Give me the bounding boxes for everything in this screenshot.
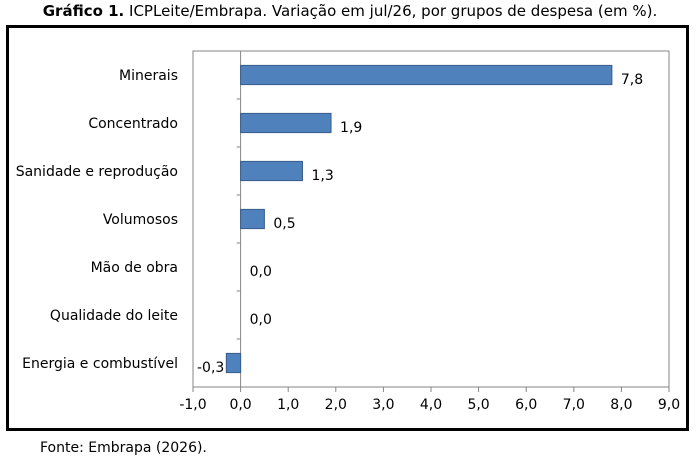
- x-tick-label: 3,0: [372, 397, 394, 413]
- value-label: 0,0: [250, 312, 272, 328]
- chart-title-text: ICPLeite/Embrapa. Variação em jul/26, po…: [124, 2, 658, 20]
- x-tick-label: 5,0: [467, 397, 489, 413]
- category-label: Concentrado: [88, 116, 178, 132]
- source-note: Fonte: Embrapa (2026).: [40, 440, 207, 456]
- bar: [240, 112, 332, 134]
- value-label: 7,8: [621, 72, 643, 88]
- x-tick-label: 6,0: [515, 397, 537, 413]
- x-tick-label: 8,0: [610, 397, 632, 413]
- bar: [225, 352, 242, 374]
- value-label: 0,0: [250, 264, 272, 280]
- value-label: -0,3: [197, 360, 224, 376]
- x-tick-label: 7,0: [563, 397, 585, 413]
- category-label: Energia e combustível: [22, 356, 178, 372]
- category-label: Mão de obra: [91, 260, 178, 276]
- category-label: Qualidade do leite: [50, 308, 178, 324]
- category-label: Sanidade e reprodução: [16, 164, 178, 180]
- category-label: Volumosos: [103, 212, 178, 228]
- chart-title: Gráfico 1. ICPLeite/Embrapa. Variação em…: [0, 2, 700, 20]
- value-label: 1,9: [340, 120, 362, 136]
- x-tick-label: 2,0: [325, 397, 347, 413]
- x-tick-label: 9,0: [658, 397, 680, 413]
- x-tick-label: 0,0: [229, 397, 251, 413]
- value-label: 0,5: [273, 216, 295, 232]
- x-tick-label: 4,0: [420, 397, 442, 413]
- bar: [240, 64, 613, 86]
- chart-title-prefix: Gráfico 1.: [42, 2, 125, 20]
- bar: [240, 160, 303, 182]
- x-tick-label: 1,0: [277, 397, 299, 413]
- bar: [240, 208, 265, 230]
- x-tick-label: -1,0: [179, 397, 206, 413]
- category-label: Minerais: [119, 68, 178, 84]
- value-label: 1,3: [311, 168, 333, 184]
- chart-frame: [6, 25, 689, 431]
